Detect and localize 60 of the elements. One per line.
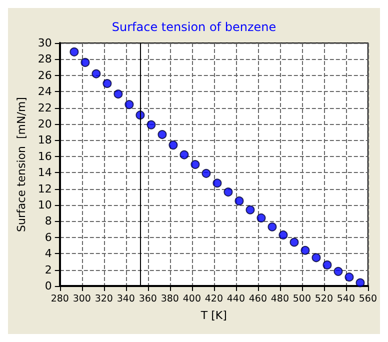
point <box>80 58 90 67</box>
point <box>268 222 277 232</box>
point <box>300 246 310 255</box>
x-tick-label: 480 <box>270 294 289 304</box>
y-tick-label: 28 <box>38 52 52 66</box>
y-tick-label: 14 <box>38 166 52 180</box>
point <box>312 253 321 262</box>
point <box>356 278 365 288</box>
point <box>158 130 167 140</box>
y-tick-label: 2 <box>44 263 52 276</box>
x-tick-label: 460 <box>248 294 267 304</box>
x-tick-label: 560 <box>358 294 378 304</box>
point <box>234 196 244 206</box>
x-tick-label: 500 <box>292 294 311 304</box>
x-tick-label: 400 <box>182 294 201 304</box>
y-tick-label: 30 <box>38 36 52 50</box>
point <box>246 205 255 214</box>
y-tick-label: 20 <box>38 118 52 130</box>
point <box>146 120 156 130</box>
point <box>290 238 299 247</box>
point <box>334 266 343 276</box>
point <box>114 90 123 99</box>
x-tick-label: 280 <box>50 294 69 304</box>
point <box>224 188 233 197</box>
point <box>168 140 178 150</box>
y-tick-label: 18 <box>38 134 52 147</box>
y-tick-label: 26 <box>38 68 52 82</box>
y-tick-label: 4 <box>44 247 52 260</box>
point <box>102 79 112 88</box>
y-tick-label: 6 <box>44 230 52 244</box>
point <box>124 100 134 110</box>
point <box>212 178 222 188</box>
chart-title: Surface tension of benzene <box>112 20 276 34</box>
y-tick-label: 12 <box>38 182 52 196</box>
point <box>92 69 101 78</box>
y-tick-label: 8 <box>44 214 52 228</box>
x-tick-label: 320 <box>94 294 113 304</box>
point <box>256 213 266 222</box>
y-tick-label: 16 <box>38 150 52 163</box>
y-tick-label: 24 <box>38 85 52 98</box>
x-tick-label: 300 <box>72 294 91 304</box>
point <box>344 272 354 282</box>
y-tick-label: 22 <box>38 101 52 114</box>
x-tick-label: 440 <box>226 294 245 304</box>
x-tick-label: 540 <box>336 294 355 304</box>
point <box>70 47 79 56</box>
x-tick-label: 360 <box>138 294 157 304</box>
point <box>190 160 200 169</box>
x-tick-label: 520 <box>314 294 333 304</box>
x-tick-label: 420 <box>204 294 223 304</box>
point <box>180 150 189 160</box>
point <box>202 168 211 178</box>
y-tick-label: 0 <box>44 280 52 292</box>
point <box>278 230 288 240</box>
y-tick-label: 10 <box>38 198 52 212</box>
point <box>322 260 332 270</box>
x-tick-label: 380 <box>160 294 179 304</box>
x-axis-title: T [K] <box>200 309 227 322</box>
y-axis-title: Surface tension [mN/m] <box>15 97 28 232</box>
x-tick-label: 340 <box>116 294 135 304</box>
